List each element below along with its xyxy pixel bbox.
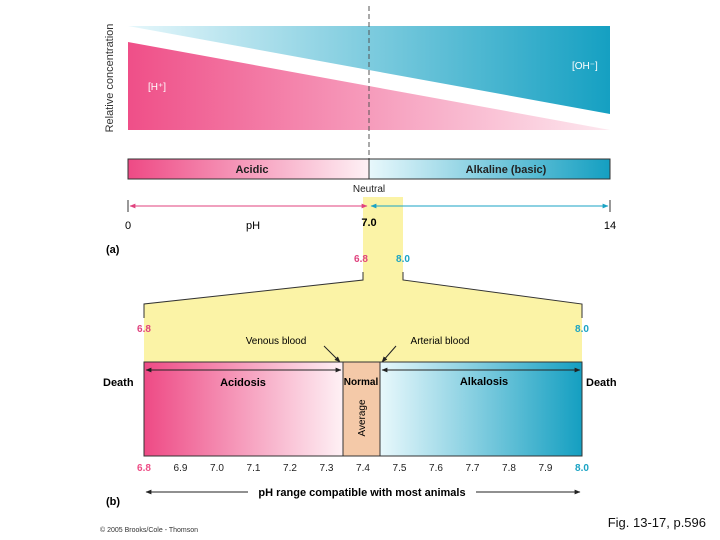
ph-window-outline-right <box>402 272 583 318</box>
neutral-label: Neutral <box>353 184 385 195</box>
panel-a-label: (a) <box>106 244 120 256</box>
ph-tick-label: 7.4 <box>356 463 370 474</box>
arterial-blood-label: Arterial blood <box>411 336 470 347</box>
range-caption-bg <box>248 484 476 500</box>
range-bar-outline <box>143 361 583 457</box>
ph-tick-label: 7.6 <box>429 463 443 474</box>
ph-tick-label: 6.8 <box>137 463 151 474</box>
alkalosis-label: Alkalosis <box>460 376 508 388</box>
figure-reference: Fig. 13-17, p.596 <box>607 515 706 530</box>
ph-tick-label: 7.9 <box>539 463 553 474</box>
ph-tick-label: 7.7 <box>466 463 480 474</box>
venous-blood-pointer <box>323 345 341 363</box>
window-high-label: 8.0 <box>396 254 410 265</box>
ph-tick-label: 8.0 <box>575 463 589 474</box>
copyright-credit: © 2005 Brooks/Cole - Thomson <box>100 527 199 534</box>
ph-tick-label: 7.1 <box>247 463 261 474</box>
acidic-label: Acidic <box>235 164 268 176</box>
normal-label: Normal <box>344 377 379 388</box>
venous-blood-label: Venous blood <box>246 336 307 347</box>
ph-window-outline <box>143 272 364 318</box>
scale-min-label: 0 <box>125 220 131 232</box>
ph-tick-labels: 6.8 6.9 7.0 7.1 7.2 7.3 7.4 7.5 7.6 7.7 7.8 7.9 8.0 <box>137 463 589 474</box>
range-high-label: 8.0 <box>575 324 589 335</box>
panel-b-label: (b) <box>106 496 120 508</box>
ph-tick-label: 7.2 <box>283 463 297 474</box>
average-label: Average <box>357 399 368 437</box>
alkaline-label: Alkaline (basic) <box>466 164 547 176</box>
y-axis-label: Relative concentration <box>104 24 116 133</box>
acidosis-region <box>144 362 343 456</box>
acidic-bar <box>128 159 369 179</box>
range-low-label: 6.8 <box>137 324 151 335</box>
normal-region <box>343 362 380 456</box>
oh-ion-label: [OH⁻] <box>572 61 598 72</box>
ph-tick-label: 6.9 <box>174 463 188 474</box>
ph-label: pH <box>246 220 260 232</box>
h-ion-label: [H⁺] <box>148 82 166 93</box>
ph-tick-label: 7.8 <box>502 463 516 474</box>
window-low-label: 6.8 <box>354 254 368 265</box>
ph-tick-label: 7.3 <box>320 463 334 474</box>
arterial-blood-pointer <box>381 345 397 363</box>
acidosis-label: Acidosis <box>220 377 266 389</box>
death-left-label: Death <box>103 377 134 389</box>
death-right-label: Death <box>586 377 617 389</box>
scale-neutral-label: 7.0 <box>361 217 376 229</box>
range-caption: pH range compatible with most animals <box>258 487 465 499</box>
scale-max-label: 14 <box>604 220 616 232</box>
alkalosis-region <box>380 362 582 456</box>
ph-window-highlight <box>144 197 582 368</box>
ph-tick-label: 7.0 <box>210 463 224 474</box>
alkaline-bar <box>369 159 610 179</box>
ph-tick-label: 7.5 <box>393 463 407 474</box>
